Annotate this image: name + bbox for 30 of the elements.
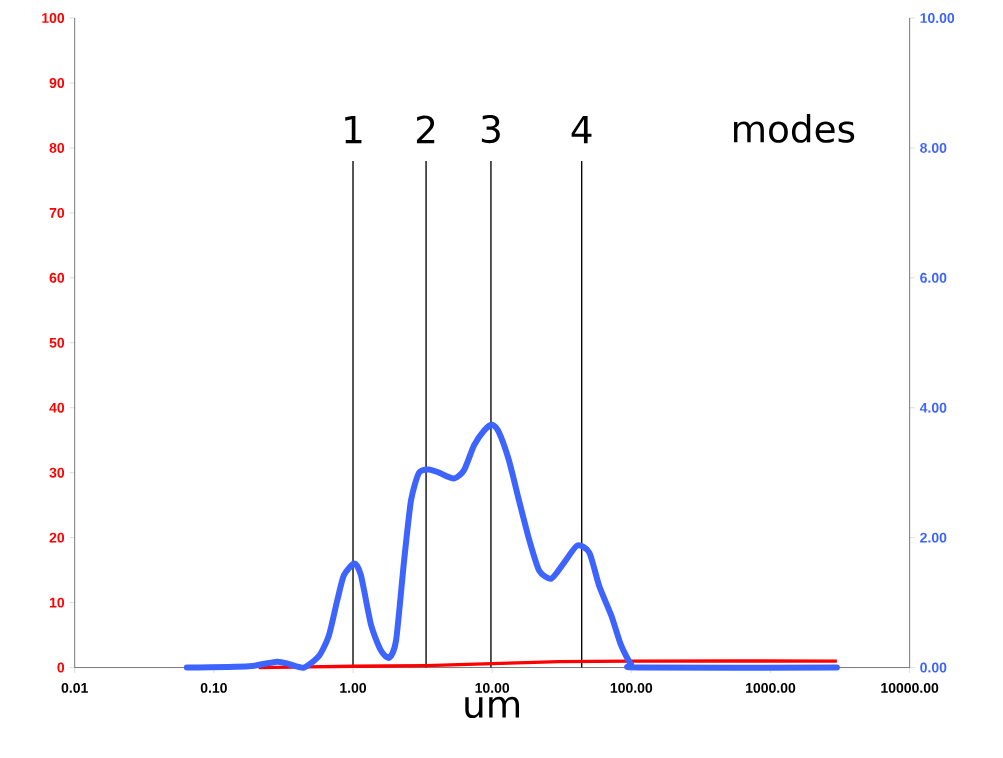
- y-tick-label: 90: [49, 78, 65, 89]
- y2-tick-label: 0.00: [920, 662, 947, 673]
- x-tick-label: 0.10: [200, 683, 227, 694]
- y-tick-label: 70: [49, 208, 65, 219]
- y2-tick-label: 4.00: [919, 402, 947, 413]
- annotation: 4: [571, 116, 592, 144]
- x-tick-label: 0.01: [61, 683, 88, 694]
- y-tick-label: 60: [49, 273, 65, 283]
- y-tick-label: 80: [49, 143, 65, 154]
- y2-tick-label: 8.00: [920, 143, 947, 154]
- y-tick-label: 0: [57, 662, 65, 673]
- x-tick-label: 1000.00: [746, 683, 796, 694]
- annotation: 2: [416, 115, 435, 144]
- x-axis-title: um: [465, 696, 520, 719]
- annotation: 3: [481, 115, 500, 144]
- x-tick-label: 100.00: [610, 683, 653, 694]
- y2-tick-label: 6.00: [920, 273, 947, 283]
- y-tick-label: 10: [49, 597, 65, 608]
- annotation: modes: [734, 114, 855, 144]
- annotation: 1: [345, 116, 362, 144]
- y-tick-label: 50: [49, 338, 65, 348]
- y-tick-label: 100: [42, 13, 65, 24]
- x-tick-label: 10000.00: [881, 683, 939, 694]
- y-tick-label: 30: [49, 467, 65, 478]
- y-tick-label: 40: [49, 402, 65, 413]
- x-tick-label: 10.00: [475, 683, 510, 694]
- y2-tick-label: 2.00: [920, 532, 947, 543]
- y-tick-label: 20: [49, 532, 65, 543]
- x-tick-label: 1.00: [340, 683, 367, 694]
- y2-tick-label: 10.00: [920, 13, 955, 24]
